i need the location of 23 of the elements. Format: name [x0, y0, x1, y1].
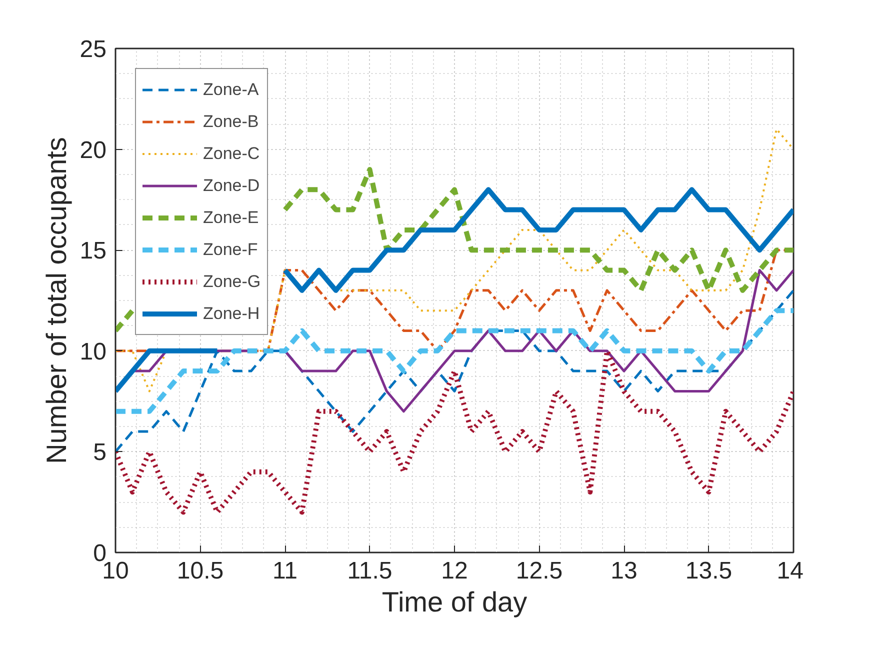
y-axis-title: Number of total occupants [40, 137, 72, 464]
x-tick-label: 12.5 [516, 558, 563, 584]
legend-label: Zone-B [203, 110, 259, 132]
legend-label: Zone-G [203, 270, 261, 292]
legend-label: Zone-H [203, 302, 260, 324]
x-tick-label: 11 [272, 558, 298, 584]
legend-label: Zone-F [203, 238, 258, 260]
y-tick-label: 10 [80, 338, 107, 366]
x-axis-title: Time of day [382, 586, 528, 618]
y-tick-label: 25 [80, 36, 107, 63]
y-tick-label: 5 [93, 439, 107, 466]
legend-label: Zone-E [203, 206, 259, 228]
legend-label: Zone-A [203, 78, 259, 100]
legend-label: Zone-C [203, 142, 260, 164]
x-tick-label: 13 [610, 558, 638, 584]
x-tick-label: 11.5 [347, 558, 392, 584]
y-tick-label: 15 [80, 238, 107, 265]
x-tick-label: 10.5 [176, 558, 224, 584]
x-tick-label: 14 [776, 558, 804, 584]
x-tick-label: 12 [441, 558, 468, 584]
legend-label: Zone-D [203, 174, 260, 196]
y-tick-label: 20 [80, 136, 107, 164]
x-tick-label: 13.5 [685, 558, 732, 584]
